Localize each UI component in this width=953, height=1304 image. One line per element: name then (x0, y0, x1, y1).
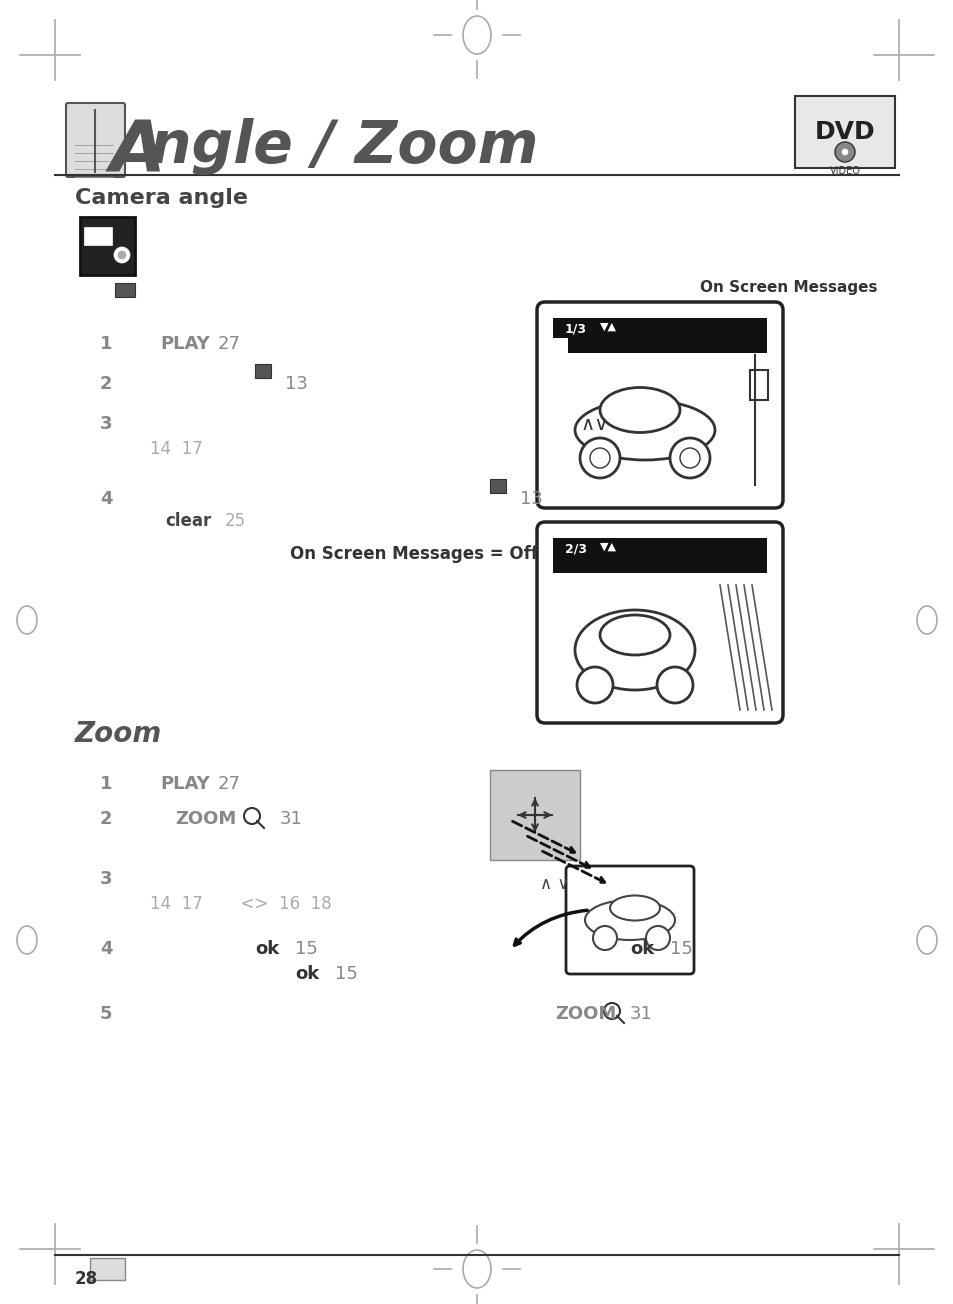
Text: ▼▲: ▼▲ (599, 542, 617, 552)
Text: clear: clear (165, 512, 211, 529)
Text: 3: 3 (100, 870, 112, 888)
Circle shape (577, 668, 613, 703)
Circle shape (118, 250, 126, 259)
Text: On Screen Messages = Off: On Screen Messages = Off (290, 545, 537, 563)
Text: 27: 27 (218, 335, 241, 353)
Text: 2/3: 2/3 (564, 542, 586, 556)
Text: 13: 13 (519, 490, 542, 509)
Text: 28: 28 (75, 1270, 98, 1288)
Text: 25: 25 (225, 512, 246, 529)
Bar (80, 216, 135, 275)
FancyBboxPatch shape (537, 522, 782, 722)
Circle shape (579, 438, 619, 479)
Text: DVD: DVD (814, 120, 875, 143)
Text: VIDEO: VIDEO (829, 166, 860, 176)
Text: ok: ok (294, 965, 319, 983)
Text: 5: 5 (100, 1005, 112, 1024)
Text: 14  17: 14 17 (150, 895, 203, 913)
Circle shape (113, 246, 130, 263)
Text: 1: 1 (100, 775, 112, 793)
Text: 27: 27 (218, 775, 241, 793)
Text: 15: 15 (669, 940, 692, 958)
Text: 31: 31 (629, 1005, 652, 1024)
Text: ZOOM: ZOOM (555, 1005, 616, 1024)
Text: A: A (110, 117, 166, 186)
Text: PLAY: PLAY (160, 335, 210, 353)
Bar (553, 318, 766, 353)
Text: PLAY: PLAY (160, 775, 210, 793)
Circle shape (593, 926, 617, 951)
Ellipse shape (609, 896, 659, 921)
Text: ok: ok (629, 940, 654, 958)
Text: 15: 15 (294, 940, 317, 958)
Bar (749, 370, 767, 400)
Text: ▼▲: ▼▲ (599, 322, 617, 333)
Text: 1: 1 (100, 335, 112, 353)
Text: 4: 4 (100, 490, 112, 509)
Bar (115, 283, 135, 297)
Ellipse shape (599, 615, 669, 655)
FancyBboxPatch shape (537, 303, 782, 509)
Bar (553, 338, 567, 353)
Text: Zoom: Zoom (75, 720, 162, 748)
Ellipse shape (599, 387, 679, 433)
Bar (254, 364, 271, 378)
Text: 31: 31 (280, 810, 302, 828)
Text: ok: ok (254, 940, 279, 958)
Text: 1/3: 1/3 (564, 322, 586, 335)
Bar (84, 227, 112, 245)
Bar (90, 1258, 125, 1281)
Bar (553, 539, 766, 572)
Text: 15: 15 (335, 965, 357, 983)
Text: 4: 4 (100, 940, 112, 958)
Text: ∧∨: ∧∨ (579, 415, 608, 434)
Text: 13: 13 (285, 376, 308, 393)
Circle shape (841, 149, 847, 155)
Text: On Screen Messages: On Screen Messages (700, 280, 877, 295)
Text: ∧ ∨: ∧ ∨ (539, 875, 569, 893)
FancyBboxPatch shape (66, 103, 125, 177)
Bar (794, 96, 894, 168)
Circle shape (834, 142, 854, 162)
Text: ngle / Zoom: ngle / Zoom (150, 117, 537, 175)
Text: 14  17: 14 17 (150, 439, 203, 458)
Bar (490, 769, 579, 861)
Circle shape (657, 668, 692, 703)
Text: 3: 3 (100, 415, 112, 433)
Text: 2: 2 (100, 376, 112, 393)
Bar (490, 479, 505, 493)
Text: ZOOM: ZOOM (174, 810, 236, 828)
FancyBboxPatch shape (565, 866, 693, 974)
Text: 2: 2 (100, 810, 112, 828)
Text: <>  16  18: <> 16 18 (230, 895, 332, 913)
Circle shape (645, 926, 669, 951)
Text: Camera angle: Camera angle (75, 188, 248, 209)
Circle shape (669, 438, 709, 479)
